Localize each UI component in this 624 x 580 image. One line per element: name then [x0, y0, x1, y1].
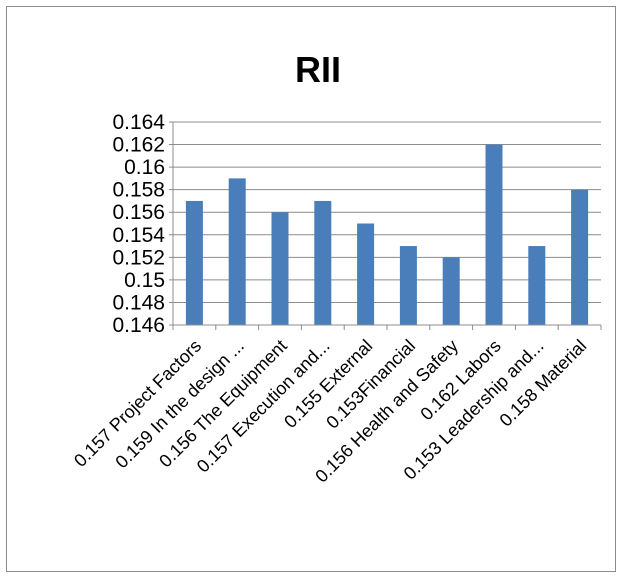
y-tick-label: 0.164: [112, 111, 165, 134]
bar: [314, 200, 332, 325]
y-tick-label: 0.154: [112, 224, 165, 247]
y-tick-label: 0.156: [112, 201, 165, 224]
y-tick-label: 0.148: [112, 291, 165, 314]
chart-title: RII: [295, 49, 341, 90]
bars: [185, 144, 589, 325]
y-tick-label: 0.158: [112, 179, 165, 202]
y-tick-labels: 0.1460.1480.150.1520.1540.1560.1580.160.…: [112, 111, 165, 337]
bar: [571, 189, 589, 325]
y-tick-label: 0.16: [124, 156, 165, 179]
bar: [271, 212, 289, 325]
y-tick-label: 0.152: [112, 246, 165, 269]
chart-frame: [6, 6, 616, 572]
bar: [442, 257, 460, 325]
axes: [172, 122, 602, 330]
y-tick-label: 0.146: [112, 314, 165, 337]
bar: [185, 200, 203, 325]
bar: [485, 144, 503, 325]
bar: [357, 223, 375, 325]
y-tick-label: 0.15: [124, 269, 165, 292]
bar: [528, 246, 546, 325]
bar: [228, 178, 246, 325]
y-tick-label: 0.162: [112, 134, 165, 157]
bar: [399, 246, 417, 325]
